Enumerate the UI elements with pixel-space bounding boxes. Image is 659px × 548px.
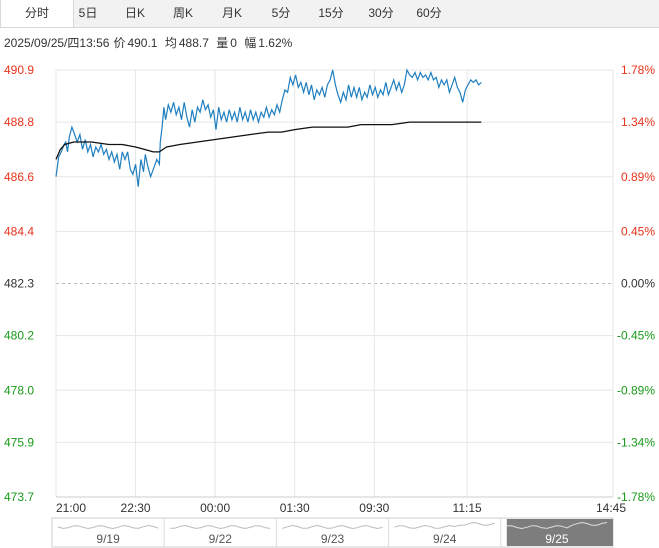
- avg-label: 均: [164, 36, 177, 50]
- volume-value: 0: [230, 36, 237, 50]
- x-tick-label: 09:30: [359, 501, 389, 515]
- y-tick-label: 490.9: [4, 63, 34, 77]
- pct-tick-label: 0.89%: [621, 170, 655, 184]
- pct-tick-label: 1.34%: [621, 115, 655, 129]
- navigator-frame: [51, 517, 614, 548]
- navigator-sparkline: [57, 524, 159, 530]
- x-tick-label: 14:45: [596, 501, 626, 515]
- x-tick-label: 01:30: [280, 501, 310, 515]
- pct-tick-label: -1.34%: [617, 435, 655, 449]
- tab-daily-k[interactable]: 日K: [124, 6, 145, 20]
- tab-monthly-k[interactable]: 月K: [221, 6, 242, 20]
- price-line: [55, 68, 482, 187]
- tab-30min[interactable]: 30分: [368, 6, 394, 20]
- navigator-date-label: 9/24: [433, 532, 457, 546]
- price-label: 价: [113, 36, 126, 50]
- y-tick-label: 488.8: [4, 115, 34, 129]
- y-tick-label: 486.6: [4, 170, 34, 184]
- chart-grid: [55, 69, 614, 498]
- change-label: 幅: [244, 36, 257, 50]
- pct-tick-label: 0.00%: [621, 277, 655, 291]
- tab-15min[interactable]: 15分: [318, 6, 344, 20]
- x-tick-label: 11:15: [453, 501, 482, 515]
- price-value: 490.1: [127, 36, 158, 50]
- navigator-date-label: 9/25: [545, 532, 569, 546]
- tab-5day[interactable]: 5日: [78, 6, 98, 20]
- pct-tick-label: -0.89%: [617, 383, 655, 397]
- navigator-date-label: 9/22: [209, 532, 233, 546]
- avg-value: 488.7: [178, 36, 209, 50]
- y-tick-label: 484.4: [4, 224, 34, 238]
- x-tick-label: 21:00: [56, 501, 86, 515]
- chart-series: [55, 68, 482, 187]
- chart-axis-labels: 490.9 1.78% 488.8 1.34% 486.6 0.89% 484.4 0.45%…: [4, 63, 655, 515]
- y-tick-label: 480.2: [4, 329, 34, 343]
- x-tick-label: 22:30: [121, 501, 151, 515]
- navigator-sparkline: [506, 521, 608, 530]
- tab-timeshare[interactable]: 分时: [0, 0, 74, 27]
- y-tick-label: 478.0: [4, 383, 34, 397]
- change-value: 1.62%: [258, 36, 293, 50]
- volume-label: 量: [216, 36, 229, 50]
- time-navigator: 9/19 9/22 9/23 9/24 9/25: [51, 517, 614, 548]
- quote-datetime: 2025/09/25/四13:56: [4, 36, 110, 50]
- tab-60min[interactable]: 60分: [416, 6, 442, 20]
- navigator-date-label: 9/19: [96, 532, 120, 546]
- pct-tick-label: 1.78%: [621, 63, 655, 77]
- navigator-sparkline: [170, 524, 271, 530]
- pct-tick-label: 0.45%: [621, 224, 655, 238]
- period-tab-bar: 分时 5日 日K 周K 月K 5分 15分 30分 60分: [0, 0, 659, 28]
- pct-tick-label: -0.45%: [617, 329, 655, 343]
- navigator-date-label: 9/23: [321, 532, 345, 546]
- pct-tick-label: -1.78%: [617, 490, 655, 504]
- x-tick-label: 00:00: [200, 501, 230, 515]
- tab-weekly-k[interactable]: 周K: [172, 6, 193, 20]
- y-tick-label: 473.7: [4, 490, 34, 504]
- navigator-sparkline: [394, 521, 495, 529]
- y-tick-label: 482.3: [4, 277, 34, 291]
- average-price-line: [55, 121, 482, 160]
- navigator-selection: [506, 519, 613, 546]
- navigator-sparkline: [282, 524, 383, 530]
- y-tick-label: 475.9: [4, 435, 34, 449]
- tab-5min[interactable]: 5分: [271, 6, 291, 20]
